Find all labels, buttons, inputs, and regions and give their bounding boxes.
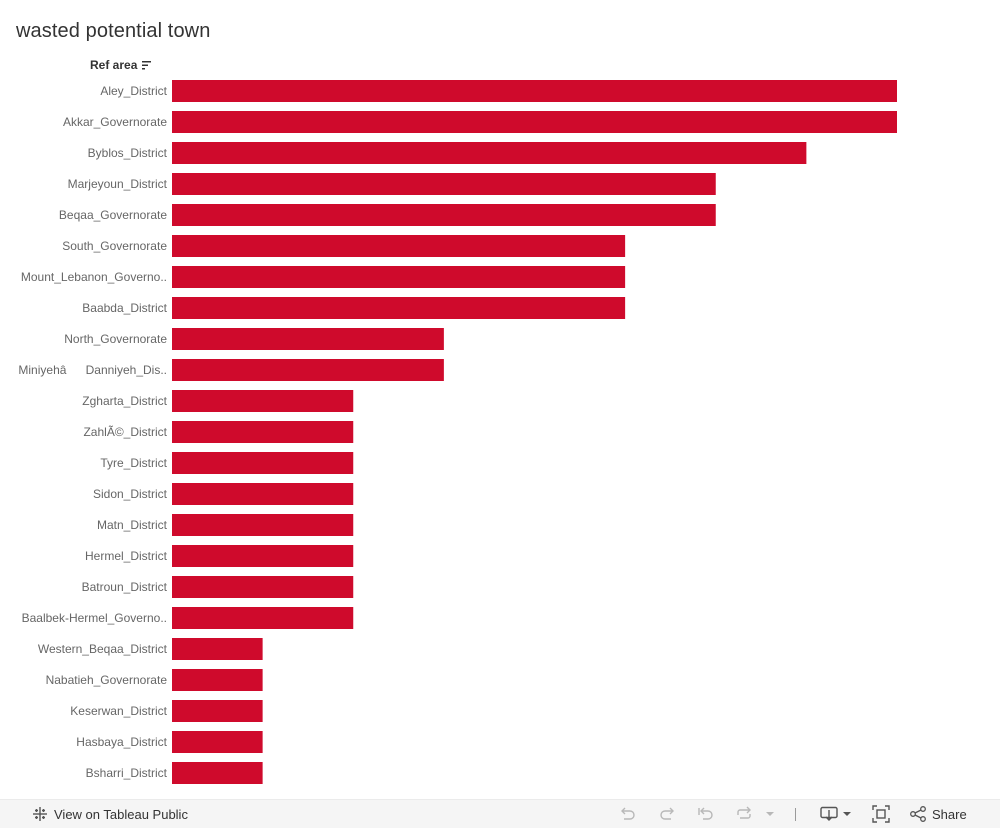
bar[interactable] [172, 142, 807, 164]
category-label: Mount_Lebanon_Governo.. [21, 270, 167, 284]
ref-area-header-label: Ref area [90, 58, 138, 72]
category-label: ZahlÃ©_District [83, 425, 167, 439]
bar[interactable] [172, 235, 626, 257]
category-label: Marjeyoun_District [68, 177, 168, 191]
category-label: North_Governorate [64, 332, 167, 346]
tableau-toolbar: View on Tableau Public [0, 799, 1000, 828]
category-label: Hermel_District [85, 549, 168, 563]
revert-icon [698, 807, 713, 820]
category-label: Western_Beqaa_District [38, 642, 168, 656]
category-label: Nabatieh_Governorate [46, 673, 168, 687]
fullscreen-button[interactable] [872, 805, 890, 823]
redo-icon [660, 807, 674, 820]
chart-title: wasted potential town [16, 20, 211, 42]
bar-chart: Aley_District Akkar_Governorate Byblos_Dis… [18, 80, 897, 784]
ref-area-header[interactable]: Ref area [90, 58, 153, 72]
category-label: Matn_District [97, 518, 168, 532]
category-label: Batroun_District [82, 580, 168, 594]
category-label: Hasbaya_District [76, 735, 167, 749]
category-label: Tyre_District [100, 456, 167, 470]
bar[interactable] [172, 700, 263, 722]
bar[interactable] [172, 359, 444, 381]
bar[interactable] [172, 452, 354, 474]
bar[interactable] [172, 607, 354, 629]
share-label: Share [932, 806, 967, 822]
category-label: Bsharri_District [86, 766, 168, 780]
refresh-button[interactable] [734, 805, 776, 823]
bar[interactable] [172, 328, 444, 350]
category-label: Baalbek-Hermel_Governo.. [22, 611, 167, 625]
bar[interactable] [172, 173, 716, 195]
bar[interactable] [172, 762, 263, 784]
download-icon [820, 806, 838, 821]
tableau-logo-icon [33, 807, 47, 821]
bar[interactable] [172, 576, 354, 598]
fullscreen-icon [872, 805, 890, 823]
category-label: Beqaa_Governorate [59, 208, 167, 222]
bar[interactable] [172, 390, 354, 412]
bar[interactable] [172, 204, 716, 226]
bar[interactable] [172, 111, 897, 133]
category-label: Aley_District [100, 84, 167, 98]
bar[interactable] [172, 545, 354, 567]
bar[interactable] [172, 669, 263, 691]
bar[interactable] [172, 421, 354, 443]
view-on-tableau-link[interactable]: View on Tableau Public [32, 806, 188, 822]
category-label: Akkar_Governorate [63, 115, 167, 129]
bar[interactable] [172, 80, 897, 102]
category-label: Keserwan_District [70, 704, 167, 718]
refresh-icon [737, 806, 751, 819]
undo-icon [621, 807, 635, 820]
bar[interactable] [172, 638, 263, 660]
share-button[interactable]: Share [910, 805, 972, 823]
category-label: South_Governorate [62, 239, 167, 253]
category-label: MiniyehâDanniyeh_Dis.. [18, 363, 167, 377]
share-icon [910, 806, 926, 822]
redo-button[interactable] [658, 805, 676, 823]
download-button[interactable] [820, 805, 852, 823]
category-label: Zgharta_District [82, 394, 167, 408]
category-label: Baabda_District [82, 301, 167, 315]
toolbar-divider [795, 808, 796, 821]
revert-button[interactable] [697, 805, 715, 823]
bar[interactable] [172, 266, 626, 288]
category-label: Sidon_District [93, 487, 168, 501]
bar[interactable] [172, 483, 354, 505]
category-label: Byblos_District [88, 146, 168, 160]
undo-button[interactable] [619, 805, 637, 823]
bar[interactable] [172, 514, 354, 536]
bar[interactable] [172, 731, 263, 753]
bar[interactable] [172, 297, 626, 319]
sort-descending-icon[interactable] [141, 59, 153, 71]
chevron-down-icon [766, 812, 774, 816]
view-on-tableau-label: View on Tableau Public [54, 806, 188, 822]
chevron-down-icon [843, 812, 851, 816]
